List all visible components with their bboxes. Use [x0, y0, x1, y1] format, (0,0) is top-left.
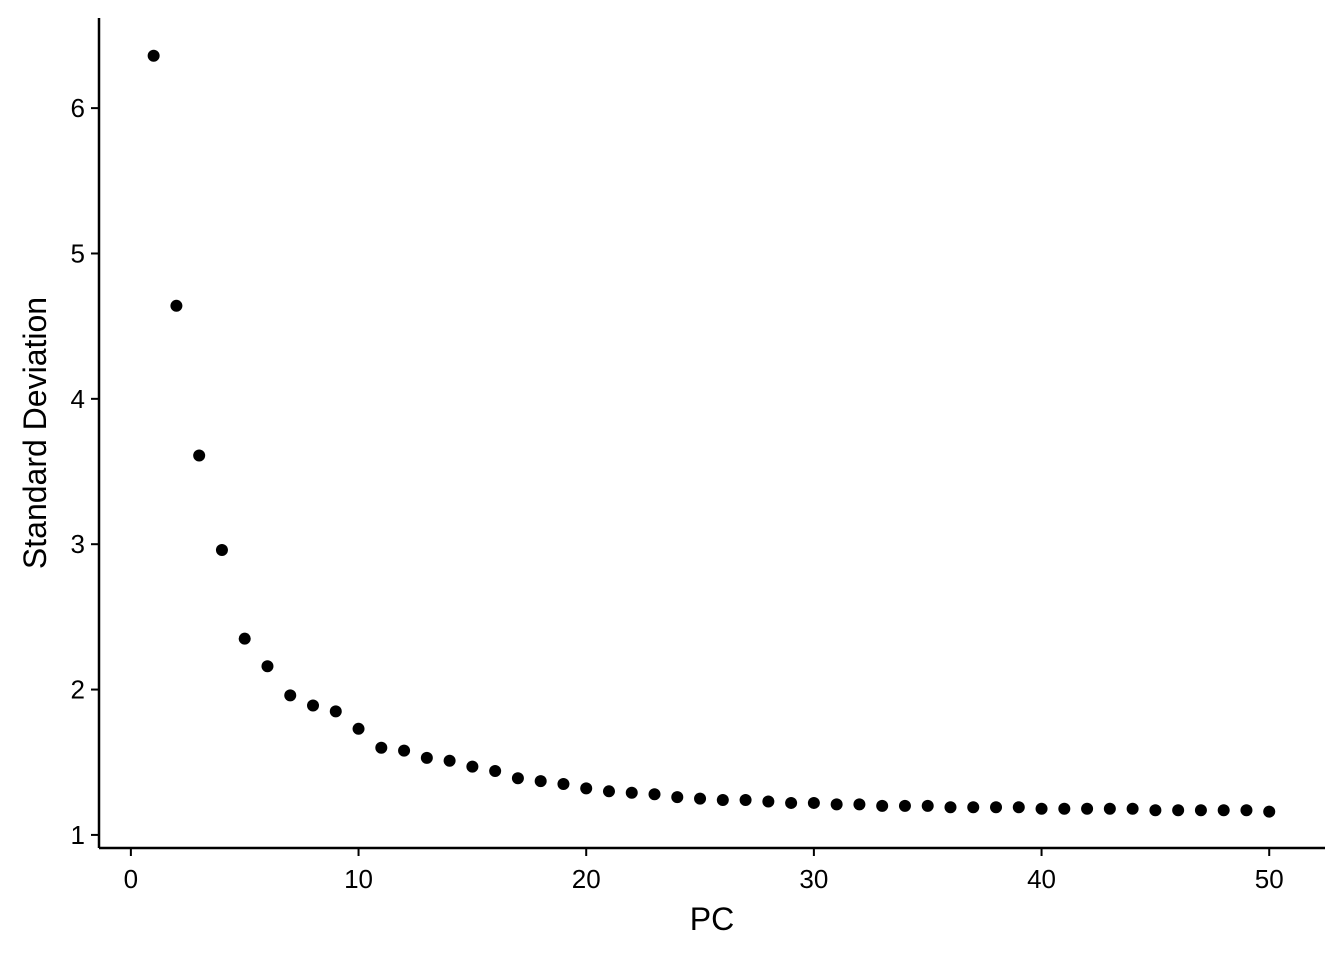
point — [170, 299, 183, 312]
point — [1263, 805, 1276, 818]
point — [307, 699, 320, 712]
point — [716, 794, 729, 807]
point — [1149, 804, 1162, 817]
point — [1172, 804, 1185, 817]
point — [648, 788, 661, 801]
y-tick-label: 6 — [71, 93, 85, 123]
point — [1217, 804, 1230, 817]
point — [990, 801, 1003, 814]
point — [921, 799, 934, 812]
point — [1035, 802, 1048, 815]
point — [443, 754, 456, 767]
x-tick-label: 30 — [799, 864, 828, 894]
point — [853, 798, 866, 811]
point — [1058, 802, 1071, 815]
point — [466, 760, 479, 773]
point — [580, 782, 593, 795]
y-axis-title: Standard Deviation — [17, 297, 53, 569]
point — [1126, 802, 1139, 815]
y-tick-label: 3 — [71, 529, 85, 559]
point — [511, 772, 524, 785]
point — [694, 792, 707, 805]
point — [284, 689, 297, 702]
point — [352, 722, 365, 735]
point — [147, 49, 160, 62]
point — [420, 751, 433, 764]
point — [1194, 804, 1207, 817]
x-tick-label: 50 — [1255, 864, 1284, 894]
point — [944, 801, 957, 814]
point — [830, 798, 843, 811]
point — [398, 744, 411, 757]
point — [238, 632, 251, 645]
point — [967, 801, 980, 814]
point — [375, 741, 388, 754]
point — [739, 794, 752, 807]
y-tick-label: 2 — [71, 675, 85, 705]
point — [1240, 804, 1253, 817]
point — [557, 778, 570, 791]
point — [215, 544, 228, 557]
x-tick-label: 20 — [572, 864, 601, 894]
point — [671, 791, 684, 804]
x-tick-label: 0 — [124, 864, 138, 894]
point — [1103, 802, 1116, 815]
point — [329, 705, 342, 718]
point — [1081, 802, 1094, 815]
y-tick-label: 4 — [71, 384, 85, 414]
x-axis-title: PC — [690, 901, 734, 937]
point — [898, 799, 911, 812]
point — [261, 660, 274, 673]
point — [602, 785, 615, 798]
point — [807, 796, 820, 809]
y-tick-label: 1 — [71, 820, 85, 850]
point — [762, 795, 775, 808]
x-tick-label: 10 — [344, 864, 373, 894]
y-tick-label: 5 — [71, 238, 85, 268]
point — [534, 775, 547, 788]
x-tick-label: 40 — [1027, 864, 1056, 894]
point — [876, 799, 889, 812]
point — [193, 449, 206, 462]
point — [785, 796, 798, 809]
point — [1012, 801, 1025, 814]
point — [489, 764, 502, 777]
point — [625, 786, 638, 799]
